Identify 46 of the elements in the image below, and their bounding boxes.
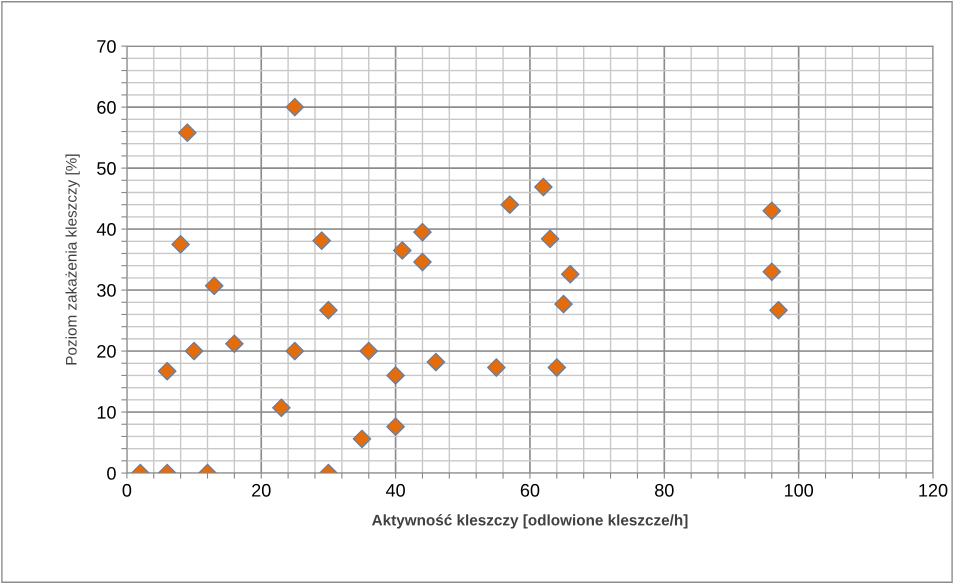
point	[487, 358, 506, 377]
point	[540, 230, 560, 248]
x-tick-label: 20	[252, 484, 271, 497]
y-tick-label: 70	[97, 40, 116, 53]
y-tick-label: 0	[107, 466, 116, 480]
y-tick-label: 10	[98, 406, 116, 419]
point	[534, 178, 553, 196]
point	[386, 366, 405, 385]
point	[769, 300, 788, 320]
x-tick-label: 40	[386, 484, 405, 497]
point	[319, 300, 338, 320]
x-tick-label: 100	[784, 484, 814, 497]
point	[312, 231, 332, 250]
y-tick-label: 50	[97, 162, 116, 175]
point	[413, 252, 432, 272]
x-tick-label: 80	[655, 484, 674, 497]
y-axis-title: Poziom zakażenia kleszczy [%]	[65, 154, 80, 364]
point	[204, 276, 224, 296]
y-tick-label: 40	[96, 223, 116, 236]
point	[554, 294, 573, 314]
x-tick-label: 120	[919, 484, 948, 497]
y-tick-label: 60	[97, 101, 116, 114]
point	[500, 195, 520, 214]
point	[762, 262, 782, 282]
point	[359, 342, 378, 360]
point	[285, 98, 304, 116]
point	[560, 264, 580, 284]
point	[386, 417, 405, 436]
x-axis-title: Aktywność kleszczy [odlowione kleszcze/h]	[372, 514, 688, 529]
point	[762, 201, 782, 220]
x-tick-label: 0	[122, 484, 132, 497]
point	[413, 222, 432, 242]
y-tick-label: 20	[97, 345, 116, 358]
point	[225, 334, 244, 354]
point	[272, 398, 291, 418]
point	[178, 123, 197, 142]
point	[547, 358, 566, 377]
point	[158, 362, 177, 381]
point	[392, 241, 412, 260]
point	[426, 352, 446, 372]
point	[285, 342, 304, 360]
x-tick-label: 60	[520, 484, 540, 497]
y-tick-label: 30	[97, 284, 116, 297]
point	[171, 235, 190, 254]
point	[184, 342, 204, 360]
point	[352, 430, 372, 448]
